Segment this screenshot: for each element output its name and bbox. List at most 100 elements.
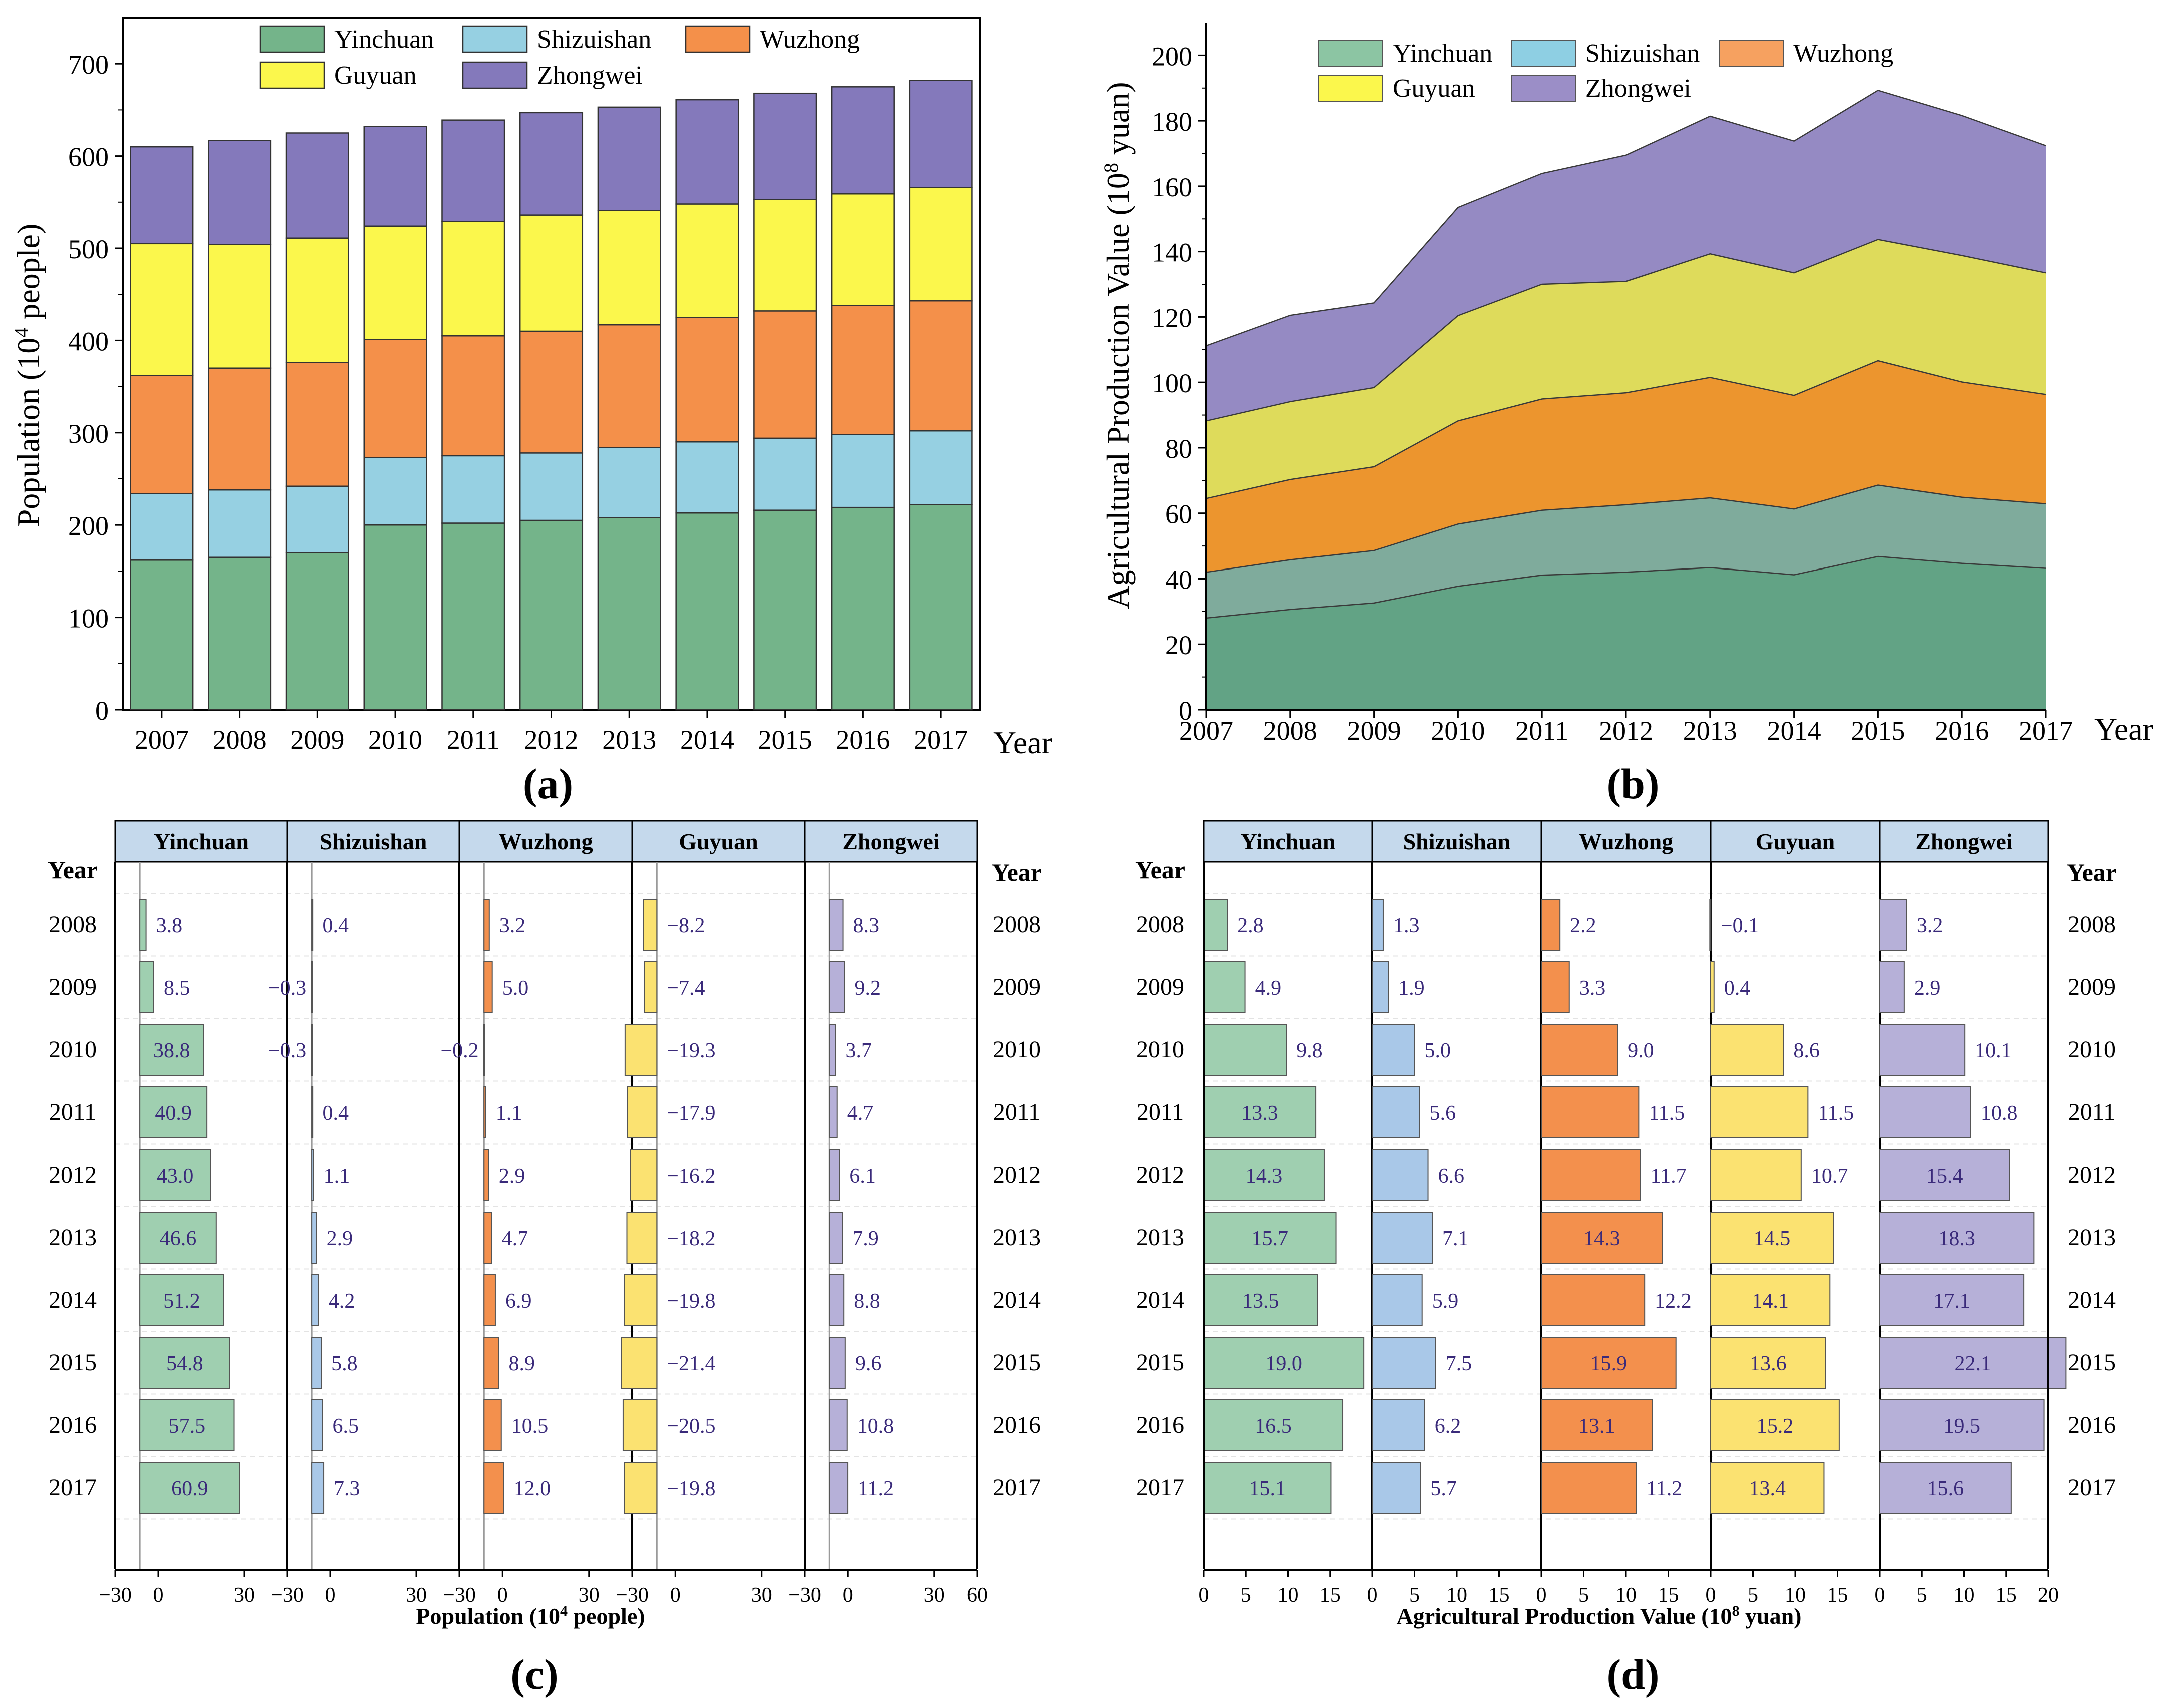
panel-c-value-label-guyuan: −20.5 [667,1415,715,1438]
panel-d-bar-wuzhong-2008 [1541,899,1561,951]
panel-d-xtick-label: 0 [1536,1584,1547,1607]
panel-d-xtick-label: 0 [1199,1584,1209,1607]
panel-d-year-label-right: 2014 [2068,1287,2116,1313]
panel-c-year-label-left: 2010 [49,1036,97,1063]
panel-c-xtick-label: 0 [843,1584,853,1607]
panel-d-bar-guyuan-2009 [1710,961,1715,1013]
panel-d-year-label-right: 2013 [2068,1224,2116,1251]
panel-a-bar-wuzhong-2016 [831,305,895,435]
panel-d-value-label-yinchuan: 2.8 [1237,914,1264,937]
panel-d-year-label-right: 2012 [2068,1162,2116,1188]
panel-a-bar-guyuan-2016 [831,193,895,306]
panel-c-bar-guyuan-2014 [624,1274,658,1326]
panel-c-value-label-zhongwei: 8.8 [854,1290,880,1313]
panel-c-bar-yinchuan-2016 [139,1399,235,1451]
panel-a-ytick-label: 100 [68,604,109,634]
panel-c-year-label-right: 2017 [993,1474,1041,1501]
panel-c-xtick-label: −30 [443,1584,476,1607]
panel-c-bar-zhongwei-2010 [829,1024,836,1076]
panel-a-bar-zhongwei-2015 [753,92,817,200]
panel-a-xtick-label: 2013 [602,725,656,755]
panel-c-header-zhongwei [804,820,978,863]
panel-c-value-label-guyuan: −7.4 [667,977,705,1000]
panel-d-bar-zhongwei-2016 [1879,1399,2045,1451]
panel-b-ytick-label: 180 [1152,107,1192,137]
panel-d-xlabel-sup: 8 [1732,1603,1740,1619]
panel-d-xlabel-end: yuan) [1740,1603,1802,1629]
panel-b-xtick-label: 2012 [1599,716,1653,746]
panel-a-bar-shizuishan-2017 [909,430,973,505]
panel-a-ytick-label: 400 [68,326,109,356]
panel-c-value-label-yinchuan: 40.9 [155,1102,192,1125]
panel-a-bar-zhongwei-2014 [675,99,739,205]
panel-a-bar-shizuishan-2011 [441,455,505,524]
panel-d-value-label-wuzhong: 11.2 [1646,1477,1682,1500]
panel-d-xtick-label: 5 [1409,1584,1420,1607]
panel-d-value-label-yinchuan: 19.0 [1265,1352,1302,1375]
panel-b-xtick-label: 2013 [1683,716,1737,746]
panel-d-value-label-zhongwei: 22.1 [1954,1352,1991,1375]
panel-d-bar-shizuishan-2016 [1372,1399,1425,1451]
panel-d-value-label-yinchuan: 14.3 [1246,1165,1283,1188]
panel-d-bar-wuzhong-2013 [1541,1212,1663,1264]
panel-c-bar-yinchuan-2011 [139,1086,208,1138]
panel-c-value-label-yinchuan: 54.8 [166,1352,203,1375]
panel-d-bar-wuzhong-2017 [1541,1462,1637,1514]
panel-d-bar-zhongwei-2017 [1879,1462,2012,1514]
panel-c-value-label-shizuishan: 5.8 [331,1352,358,1375]
panel-c-year-label-right: 2008 [993,911,1041,938]
panel-d-header-label-zhongwei: Zhongwei [1915,829,2012,854]
panel-c-bar-yinchuan-2009 [139,961,154,1013]
panel-c-header-label-wuzhong: Wuzhong [498,829,593,854]
panel-c-xtick-label: −30 [616,1584,649,1607]
panel-c-value-label-yinchuan: 8.5 [164,977,190,1000]
panel-c-value-label-shizuishan: 1.1 [324,1165,350,1188]
panel-d-xtick-label: 5 [1917,1584,1927,1607]
panel-c-year-label-right: 2010 [993,1036,1041,1063]
panel-a-legend-swatch-wuzhong [685,25,751,53]
panel-a-bar-guyuan-2011 [441,221,505,337]
panel-d-value-label-shizuishan: 5.6 [1430,1102,1456,1125]
panel-d-bar-shizuishan-2017 [1372,1462,1421,1514]
panel-c-header-label-guyuan: Guyuan [679,829,758,854]
panel-b-xtick-label: 2008 [1263,716,1317,746]
panel-d-bar-guyuan-2013 [1710,1212,1834,1264]
panel-a-legend-label-yinchuan: Yinchuan [334,25,434,54]
panel-c-bar-guyuan-2009 [644,961,658,1013]
panel-c-value-label-zhongwei: 4.7 [847,1102,874,1125]
panel-a-bar-wuzhong-2011 [441,335,505,457]
panel-c-bar-yinchuan-2014 [139,1274,224,1326]
panel-d-xtick-label: 10 [1954,1584,1975,1607]
panel-c-year-label-left: 2016 [49,1412,97,1438]
panel-b-line-yinchuan [1206,555,2046,619]
panel-d-value-label-guyuan: 10.7 [1811,1165,1848,1188]
panel-d-bar-yinchuan-2017 [1203,1462,1332,1514]
panel-b-ytick-label: 100 [1152,368,1192,398]
panel-a-bar-guyuan-2015 [753,199,817,312]
panel-c-year-label-right: 2014 [993,1287,1041,1313]
panel-c-header-guyuan [631,820,806,863]
panel-d-value-label-zhongwei: 10.1 [1975,1039,2012,1062]
panel-b-label: (b) [1606,760,1659,808]
panel-b-ytick-label: 80 [1165,434,1192,464]
panel-c-value-label-zhongwei: 9.6 [855,1352,882,1375]
panel-c-bar-guyuan-2016 [622,1399,658,1451]
panel-c-year-header-left: Year [48,856,98,884]
panel-c-value-label-wuzhong: 2.9 [499,1165,525,1188]
panel-d-value-label-guyuan: 14.1 [1752,1290,1789,1313]
panel-c-bar-guyuan-2010 [624,1024,658,1076]
panel-c-bar-zhongwei-2016 [829,1399,848,1451]
panel-a-legend-swatch-guyuan [259,61,325,89]
panel-c-bar-wuzhong-2016 [483,1399,502,1451]
panel-d-xtick-label: 10 [1615,1584,1637,1607]
panel-d-bar-guyuan-2014 [1710,1274,1831,1326]
panel-a-xtick-label: 2017 [914,725,968,755]
panel-c-bar-guyuan-2017 [624,1462,658,1514]
panel-d-value-label-wuzhong: 3.3 [1579,977,1606,1000]
panel-c-year-label-right: 2013 [993,1224,1041,1251]
panel-c-bar-yinchuan-2012 [139,1149,211,1201]
panel-d-bar-guyuan-2017 [1710,1462,1825,1514]
panel-a-bar-yinchuan-2014 [675,512,739,711]
panel-a-xtick-label: 2012 [524,725,579,755]
